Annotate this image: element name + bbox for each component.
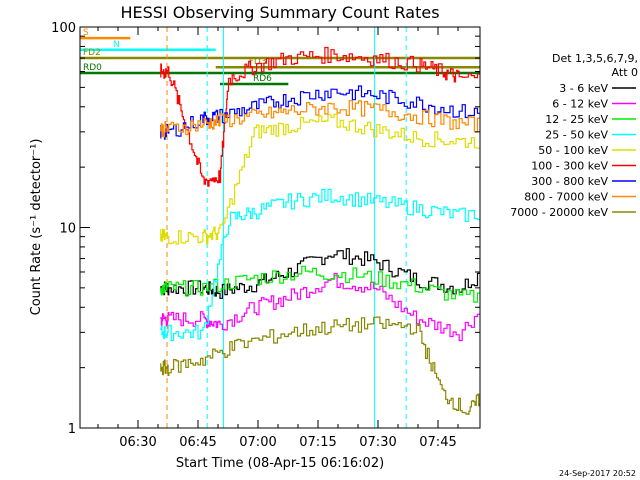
- legend-label-8: 7000 - 20000 keV: [510, 206, 608, 219]
- flag-label-fd3: FD3: [249, 57, 267, 67]
- flag-label-fd2: FD2: [83, 48, 101, 58]
- x-tick-label-0: 06:30: [119, 435, 156, 450]
- time-markers: [166, 27, 407, 428]
- x-tick-label-5: 07:45: [419, 435, 456, 450]
- legend-label-5: 100 - 300 keV: [531, 160, 608, 173]
- flag-label-s: S: [83, 28, 89, 38]
- series-line-7: [160, 100, 480, 138]
- series-lines: [160, 46, 480, 415]
- x-tick-label-4: 07:30: [359, 435, 396, 450]
- legend: Det 1,3,5,6,7,9,Att 0 3 - 6 keV 6 - 12 keV…: [510, 52, 638, 219]
- flag-label-rd0: RD0: [83, 63, 102, 73]
- legend-header-1: Att 0: [612, 66, 638, 79]
- legend-label-4: 50 - 100 keV: [538, 144, 608, 157]
- x-tick-label-1: 06:45: [179, 435, 216, 450]
- y-tick-label-1: 10: [59, 222, 76, 237]
- legend-label-2: 12 - 25 keV: [545, 113, 608, 126]
- y-axis-label: Count Rate (s⁻¹ detector⁻¹): [29, 139, 44, 316]
- series-line-3: [160, 188, 480, 341]
- series-line-2: [160, 265, 480, 303]
- x-axis-label: Start Time (08-Apr-15 06:16:02): [176, 456, 384, 471]
- legend-label-6: 300 - 800 keV: [531, 175, 608, 188]
- flag-bars: S N FD2 FD3 RD0 RD6: [80, 28, 480, 86]
- legend-label-3: 25 - 50 keV: [545, 129, 608, 142]
- series-line-1: [160, 272, 480, 342]
- y-axis: 1 10 100: [51, 21, 480, 437]
- legend-label-7: 800 - 7000 keV: [524, 191, 608, 204]
- x-tick-label-3: 07:15: [299, 435, 336, 450]
- x-axis: 06:30 06:45 07:00 07:15 07:30 07:45: [97, 27, 459, 450]
- legend-label-0: 3 - 6 keV: [559, 82, 608, 95]
- plot-frame: [79, 26, 481, 429]
- series-line-8: [160, 316, 480, 415]
- flag-label-rd6: RD6: [253, 74, 272, 84]
- x-tick-label-2: 07:00: [239, 435, 276, 450]
- series-line-4: [160, 113, 480, 245]
- legend-label-1: 6 - 12 keV: [552, 98, 608, 111]
- y-tick-label-2: 100: [51, 21, 76, 36]
- footer-date: 24-Sep-2017 20:52: [559, 469, 636, 478]
- legend-header-0: Det 1,3,5,6,7,9,: [552, 52, 638, 65]
- chart-title: HESSI Observing Summary Count Rates: [120, 3, 439, 22]
- series-line-0: [160, 248, 480, 299]
- series-line-5: [160, 46, 480, 187]
- flag-label-n: N: [113, 40, 120, 50]
- y-tick-label-0: 1: [68, 422, 76, 437]
